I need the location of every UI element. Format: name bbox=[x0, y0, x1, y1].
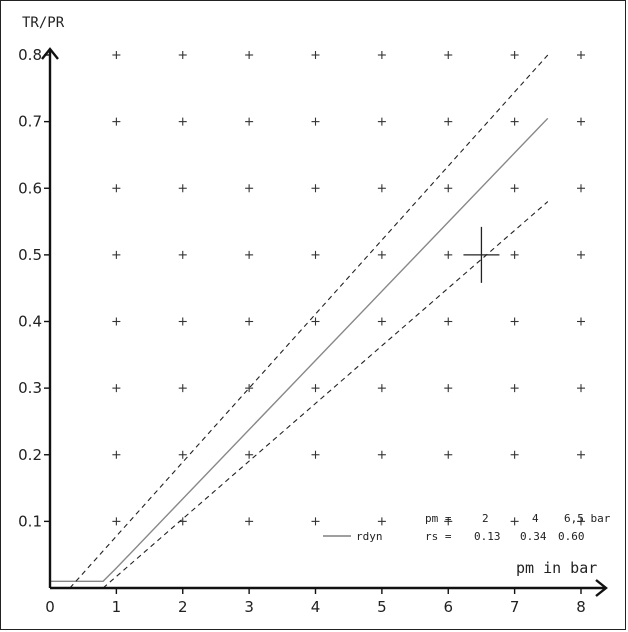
y-axis-title: TR/PR bbox=[22, 15, 65, 31]
grid-plus-marker bbox=[245, 318, 253, 326]
grid-plus-marker bbox=[179, 318, 187, 326]
grid-plus-marker bbox=[577, 451, 585, 459]
annotation-row2-label: rs = bbox=[425, 530, 452, 543]
grid-plus-marker bbox=[312, 51, 320, 59]
annotation-row1-v2: 4 bbox=[532, 512, 539, 525]
grid-plus-marker bbox=[179, 251, 187, 259]
grid-plus-marker bbox=[112, 517, 120, 525]
grid-plus-marker bbox=[312, 451, 320, 459]
grid-plus-marker bbox=[444, 51, 452, 59]
x-tick-label: 6 bbox=[443, 598, 453, 616]
grid-plus-marker bbox=[245, 251, 253, 259]
grid-plus-marker bbox=[577, 118, 585, 126]
grid-plus-marker bbox=[577, 184, 585, 192]
grid-plus-marker bbox=[511, 184, 519, 192]
series-rdyn-line bbox=[50, 118, 548, 581]
annotation-row2-v3: 0.60 bbox=[558, 530, 585, 543]
annotation-block: pm = 2 4 6,5 bar rs = 0.13 0.34 0.60 bbox=[425, 512, 611, 543]
grid-plus-marker bbox=[112, 318, 120, 326]
grid-plus-marker bbox=[112, 118, 120, 126]
grid-plus-marker bbox=[511, 451, 519, 459]
grid-plus-marker bbox=[378, 384, 386, 392]
x-tick-label: 3 bbox=[244, 598, 254, 616]
grid-plus-marker bbox=[179, 51, 187, 59]
legend-label: rdyn bbox=[356, 530, 383, 543]
grid-plus-marker bbox=[245, 517, 253, 525]
grid-plus-marker bbox=[312, 251, 320, 259]
grid-plus-marker bbox=[312, 517, 320, 525]
annotation-row1-label: pm = bbox=[425, 512, 452, 525]
grid-plus-marker bbox=[511, 318, 519, 326]
grid-plus-marker bbox=[511, 118, 519, 126]
grid-plus-marker bbox=[245, 51, 253, 59]
grid-plus-marker bbox=[378, 251, 386, 259]
grid-plus-marker bbox=[444, 251, 452, 259]
grid-plus-marker bbox=[511, 251, 519, 259]
series-dashed-bound-1 bbox=[70, 55, 548, 588]
y-tick-labels: 0.1 0.2 0.3 0.4 0.5 0.6 0.7 0.8 bbox=[18, 46, 50, 530]
x-tick-label: 5 bbox=[377, 598, 387, 616]
y-tick-label: 0.2 bbox=[18, 446, 42, 464]
series-lines bbox=[50, 55, 548, 588]
grid-plus-marker bbox=[444, 451, 452, 459]
x-tick-labels: 0 1 2 3 4 5 6 7 8 bbox=[45, 588, 586, 616]
grid-plus-marker bbox=[577, 51, 585, 59]
y-tick-label: 0.3 bbox=[18, 379, 42, 397]
grid-plus-marker bbox=[378, 118, 386, 126]
grid-plus-marker bbox=[312, 318, 320, 326]
grid-plus-marker bbox=[577, 384, 585, 392]
y-tick-label: 0.4 bbox=[18, 313, 42, 331]
grid-plus-marker bbox=[577, 251, 585, 259]
marker-crosshair bbox=[463, 227, 499, 283]
grid-plus-marker bbox=[444, 184, 452, 192]
grid-plus-marker bbox=[179, 184, 187, 192]
grid-plus-marker bbox=[112, 384, 120, 392]
grid-plus-marker bbox=[444, 384, 452, 392]
grid-plus-marker bbox=[444, 118, 452, 126]
grid-plus-marker bbox=[179, 118, 187, 126]
grid-plus-marker bbox=[378, 517, 386, 525]
grid-plus-marker bbox=[112, 451, 120, 459]
grid-plus-marker bbox=[577, 318, 585, 326]
y-tick-label: 0.5 bbox=[18, 246, 42, 264]
grid-plus-marker bbox=[245, 118, 253, 126]
x-tick-label: 0 bbox=[45, 598, 55, 616]
grid-plus-marker bbox=[112, 51, 120, 59]
grid-plus-marker bbox=[511, 384, 519, 392]
grid-plus-marker bbox=[245, 184, 253, 192]
grid-plus-marker bbox=[179, 384, 187, 392]
grid-plus-marker bbox=[112, 251, 120, 259]
annotation-row1-v1: 2 bbox=[482, 512, 489, 525]
grid-plus-marker bbox=[179, 451, 187, 459]
grid-plus-marker bbox=[312, 384, 320, 392]
annotation-row1-v3: 6,5 bar bbox=[564, 512, 611, 525]
grid-plus-marker bbox=[312, 184, 320, 192]
x-tick-label: 2 bbox=[178, 598, 188, 616]
axes bbox=[42, 49, 606, 596]
grid-plus-marker bbox=[378, 51, 386, 59]
grid-plus-marker bbox=[378, 318, 386, 326]
grid-plus-marker bbox=[245, 451, 253, 459]
y-tick-label: 0.6 bbox=[18, 179, 42, 197]
grid-plus-marker bbox=[312, 118, 320, 126]
grid-plus-marker bbox=[444, 318, 452, 326]
grid-plus-marker bbox=[378, 184, 386, 192]
grid-plus-marker bbox=[378, 451, 386, 459]
y-tick-label: 0.1 bbox=[18, 512, 42, 530]
y-tick-label: 0.8 bbox=[18, 46, 42, 64]
x-tick-label: 4 bbox=[311, 598, 321, 616]
grid-markers bbox=[112, 51, 585, 525]
x-axis-title: pm in bar bbox=[516, 559, 597, 577]
annotation-row2-v1: 0.13 bbox=[474, 530, 501, 543]
grid-plus-marker bbox=[511, 51, 519, 59]
grid-plus-marker bbox=[511, 517, 519, 525]
x-tick-label: 7 bbox=[510, 598, 520, 616]
x-tick-label: 8 bbox=[576, 598, 586, 616]
x-tick-label: 1 bbox=[112, 598, 122, 616]
grid-plus-marker bbox=[112, 184, 120, 192]
y-tick-label: 0.7 bbox=[18, 113, 42, 131]
annotation-row2-v2: 0.34 bbox=[520, 530, 547, 543]
